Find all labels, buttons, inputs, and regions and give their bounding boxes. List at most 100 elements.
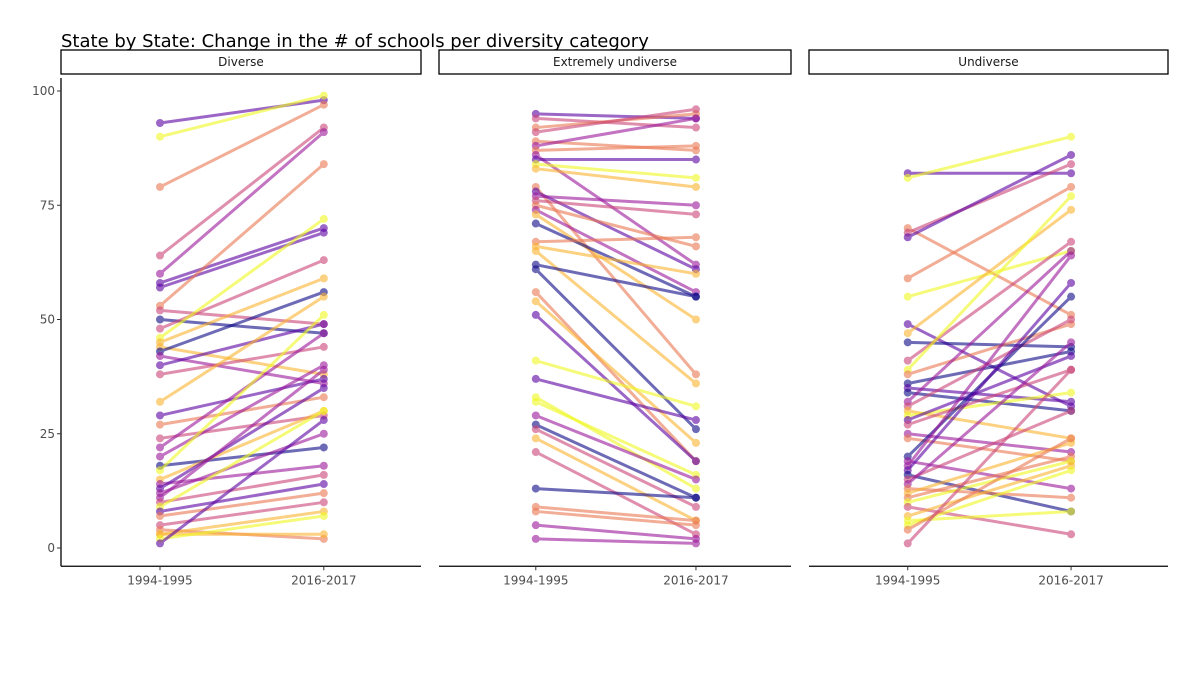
point-2016-2017 — [1067, 352, 1076, 361]
point-2016-2017 — [1067, 192, 1076, 201]
point-1994-1995 — [156, 443, 164, 452]
panel-extremely-undiverse: Extremely undiverse 1994-1995 2016-2017 — [438, 49, 792, 587]
point-1994-1995 — [156, 352, 164, 361]
facet-strip — [438, 49, 792, 75]
point-1994-1995 — [156, 324, 164, 333]
point-2016-2017 — [319, 461, 328, 470]
slope-segment — [534, 377, 698, 422]
slope-segment — [158, 363, 326, 459]
x-tick-label: 2016-2017 — [1038, 573, 1103, 587]
slope-segment — [906, 194, 1073, 372]
slope-segment — [158, 368, 326, 500]
slope-segment — [906, 322, 1073, 408]
point-2016-2017 — [1067, 205, 1076, 214]
point-2016-2017 — [691, 105, 700, 114]
point-2016-2017 — [1067, 397, 1076, 406]
series-line — [156, 461, 328, 489]
point-2016-2017 — [1067, 507, 1076, 516]
series-line — [903, 502, 1076, 539]
point-1994-1995 — [531, 374, 540, 383]
point-2016-2017 — [1067, 251, 1076, 260]
point-1994-1995 — [156, 361, 164, 370]
slope-segment — [906, 436, 1073, 463]
point-1994-1995 — [156, 370, 164, 379]
slope-segment — [906, 368, 1073, 427]
x-tick-label: 1994-1995 — [503, 573, 568, 587]
slope-segment — [534, 537, 698, 545]
point-1994-1995 — [531, 411, 540, 420]
slope-segment — [906, 455, 1073, 500]
slope-segment — [158, 98, 326, 125]
point-2016-2017 — [319, 384, 328, 393]
point-2016-2017 — [691, 210, 700, 219]
slope-segment — [158, 432, 326, 495]
point-1994-1995 — [903, 525, 912, 534]
point-1994-1995 — [156, 452, 164, 461]
slope-segment — [534, 212, 698, 321]
chart-title: State by State: Change in the # of schoo… — [61, 31, 649, 52]
point-2016-2017 — [319, 100, 328, 109]
facet-label: Extremely undiverse — [553, 55, 677, 69]
point-1994-1995 — [531, 114, 540, 123]
facet-panels: Diverse 1994-1995 2016-2017 0 25 50 75 100 Extre… — [32, 49, 1169, 587]
slope-segment — [906, 340, 1073, 349]
slope-segment — [534, 313, 698, 463]
series-line — [531, 105, 700, 137]
slope-segment — [534, 153, 698, 267]
point-2016-2017 — [319, 214, 328, 223]
point-2016-2017 — [319, 530, 328, 539]
point-1994-1995 — [531, 288, 540, 297]
series-line — [156, 91, 328, 141]
series-line — [156, 329, 328, 452]
point-1994-1995 — [156, 434, 164, 443]
point-1994-1995 — [531, 397, 540, 406]
series-line — [531, 233, 700, 246]
point-1994-1995 — [531, 356, 540, 365]
point-1994-1995 — [903, 338, 912, 347]
point-2016-2017 — [319, 128, 328, 137]
point-2016-2017 — [319, 91, 328, 100]
point-1994-1995 — [903, 292, 912, 301]
series-line — [531, 155, 700, 164]
point-2016-2017 — [319, 310, 328, 319]
x-tick-label: 1994-1995 — [875, 573, 940, 587]
point-2016-2017 — [1067, 315, 1076, 324]
slope-segment — [534, 427, 698, 509]
slope-segment — [906, 409, 1073, 481]
point-1994-1995 — [531, 484, 540, 493]
point-2016-2017 — [691, 416, 700, 425]
slope-segment — [534, 509, 698, 527]
series-line — [531, 210, 700, 324]
point-2016-2017 — [319, 443, 328, 452]
point-2016-2017 — [319, 320, 328, 329]
point-1994-1995 — [903, 320, 912, 329]
point-2016-2017 — [1067, 434, 1076, 443]
slope-segment — [534, 244, 698, 276]
point-2016-2017 — [1067, 365, 1076, 374]
point-2016-2017 — [691, 201, 700, 210]
series-line — [903, 182, 1076, 283]
point-2016-2017 — [1067, 132, 1076, 141]
slope-segment — [158, 295, 326, 404]
facet-label: Undiverse — [958, 55, 1018, 69]
slope-segment — [534, 487, 698, 500]
point-1994-1995 — [903, 274, 912, 283]
facet-label: Diverse — [218, 55, 264, 69]
point-1994-1995 — [531, 507, 540, 516]
series-line — [903, 320, 1076, 379]
slope-segment — [534, 436, 698, 523]
facet-strip — [60, 49, 422, 75]
slope-segment — [906, 254, 1073, 468]
slope-segment — [906, 459, 1073, 504]
point-1994-1995 — [156, 132, 164, 141]
slope-segment — [534, 107, 698, 134]
slope-segment — [906, 505, 1073, 536]
slope-segment — [534, 235, 698, 244]
series-line — [531, 164, 700, 191]
series-line — [531, 310, 700, 466]
point-2016-2017 — [319, 480, 328, 489]
point-2016-2017 — [691, 114, 700, 123]
point-1994-1995 — [531, 128, 540, 137]
slope-segment — [906, 153, 1073, 239]
